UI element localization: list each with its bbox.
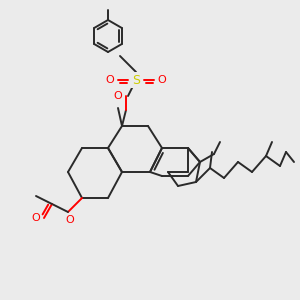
Text: S: S <box>132 74 140 86</box>
Text: O: O <box>66 215 74 225</box>
Text: O: O <box>32 213 40 223</box>
Text: O: O <box>158 75 166 85</box>
Text: O: O <box>106 75 114 85</box>
Text: O: O <box>114 91 122 101</box>
